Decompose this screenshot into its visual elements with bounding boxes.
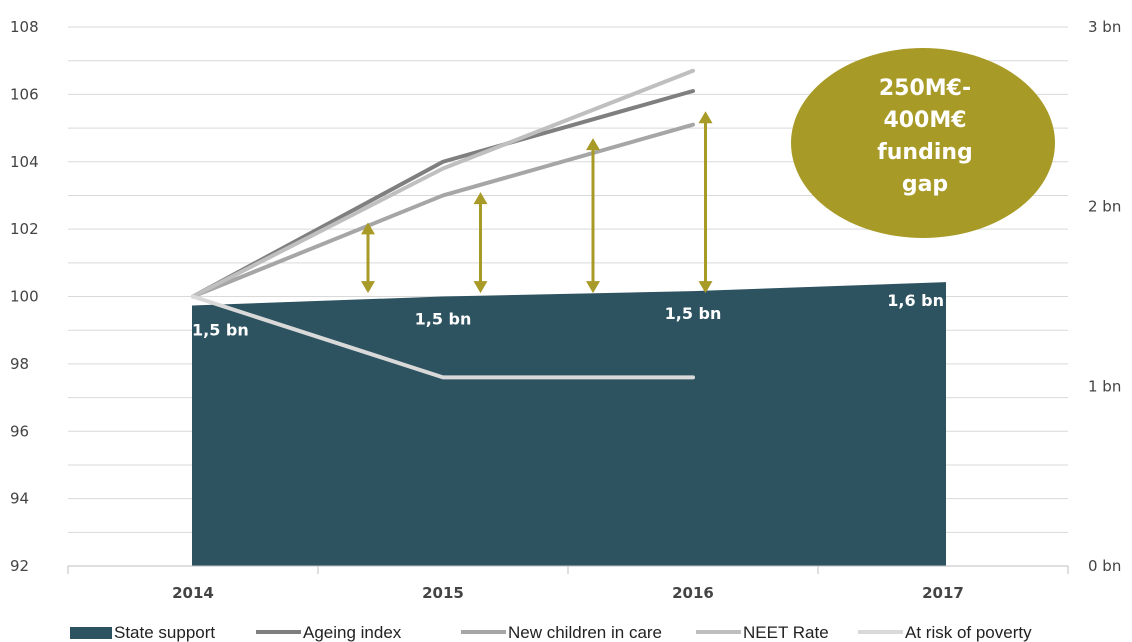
state-support-area bbox=[192, 282, 946, 566]
data-label: 1,5 bn bbox=[665, 304, 722, 323]
legend-item: Ageing index bbox=[256, 623, 402, 642]
gap-arrow-head-up bbox=[361, 222, 375, 235]
legend: State support Ageing index New children in… bbox=[70, 623, 1032, 642]
gap-arrow bbox=[473, 192, 488, 294]
gap-arrow-head-up bbox=[473, 192, 488, 205]
x-tick-label: 2015 bbox=[422, 584, 464, 602]
gap-arrow bbox=[698, 111, 713, 294]
x-tick-label: 2016 bbox=[672, 584, 714, 602]
gap-arrows bbox=[361, 111, 713, 294]
gap-arrow-head-up bbox=[586, 138, 600, 151]
y-left-tick-label: 106 bbox=[10, 85, 39, 103]
line-new-children-in-care bbox=[191, 122, 695, 299]
gap-arrow bbox=[361, 222, 375, 294]
legend-swatch bbox=[70, 627, 112, 639]
y-left-tick-label: 102 bbox=[10, 220, 39, 238]
funding-gap-text: 250M€- bbox=[879, 76, 971, 101]
y-left-tick-label: 104 bbox=[10, 153, 39, 171]
y-right-tick-label: 0 bn bbox=[1088, 557, 1121, 575]
y-axis-right: 0 bn 1 bn 2 bn 3 bn bbox=[1088, 18, 1121, 575]
y-left-tick-label: 94 bbox=[10, 490, 29, 508]
legend-label: New children in care bbox=[508, 623, 662, 642]
line-at-risk-of-poverty bbox=[191, 294, 695, 380]
gap-arrow-head-down bbox=[361, 281, 375, 294]
legend-item: New children in care bbox=[461, 623, 662, 642]
legend-label: State support bbox=[114, 623, 215, 642]
funding-gap-text: funding bbox=[877, 140, 973, 165]
gap-arrow-head-down bbox=[698, 281, 713, 294]
gap-arrow-head-up bbox=[698, 111, 713, 124]
line-neet-rate bbox=[191, 68, 695, 299]
y-left-tick-label: 98 bbox=[10, 355, 29, 373]
y-right-tick-label: 3 bn bbox=[1088, 18, 1121, 36]
legend-item: NEET Rate bbox=[696, 623, 829, 642]
legend-label: Ageing index bbox=[303, 623, 402, 642]
x-tick-label: 2014 bbox=[172, 584, 214, 602]
y-left-tick-label: 100 bbox=[10, 288, 39, 306]
y-axis-left: 92 94 96 98 100 102 104 106 108 bbox=[10, 18, 39, 575]
funding-gap-text: 400M€ bbox=[883, 108, 966, 133]
index-lines bbox=[191, 68, 695, 380]
funding-gap-circle bbox=[791, 48, 1055, 238]
x-axis: 2014 2015 2016 2017 bbox=[67, 565, 1069, 602]
legend-item: At risk of poverty bbox=[858, 623, 1032, 642]
y-left-tick-label: 96 bbox=[10, 422, 29, 440]
data-label: 1,5 bn bbox=[192, 320, 249, 339]
funding-gap-text: gap bbox=[902, 172, 948, 197]
state-support-area-shape bbox=[192, 282, 946, 566]
x-tick-label: 2017 bbox=[922, 584, 964, 602]
y-left-tick-label: 108 bbox=[10, 18, 39, 36]
data-labels: 1,5 bn 1,5 bn 1,5 bn 1,6 bn bbox=[192, 291, 944, 339]
gap-arrow-head-down bbox=[586, 281, 600, 294]
gap-arrow-head-down bbox=[473, 281, 488, 294]
funding-gap-bubble: 250M€- 400M€ funding gap bbox=[791, 48, 1055, 238]
legend-label: NEET Rate bbox=[743, 623, 829, 642]
y-right-tick-label: 1 bn bbox=[1088, 377, 1121, 395]
data-label: 1,5 bn bbox=[415, 310, 472, 329]
legend-label: At risk of poverty bbox=[905, 623, 1032, 642]
legend-item: State support bbox=[70, 623, 215, 642]
y-right-tick-label: 2 bn bbox=[1088, 198, 1121, 216]
y-left-tick-label: 92 bbox=[10, 557, 29, 575]
data-label: 1,6 bn bbox=[887, 291, 944, 310]
gap-arrow bbox=[586, 138, 600, 294]
